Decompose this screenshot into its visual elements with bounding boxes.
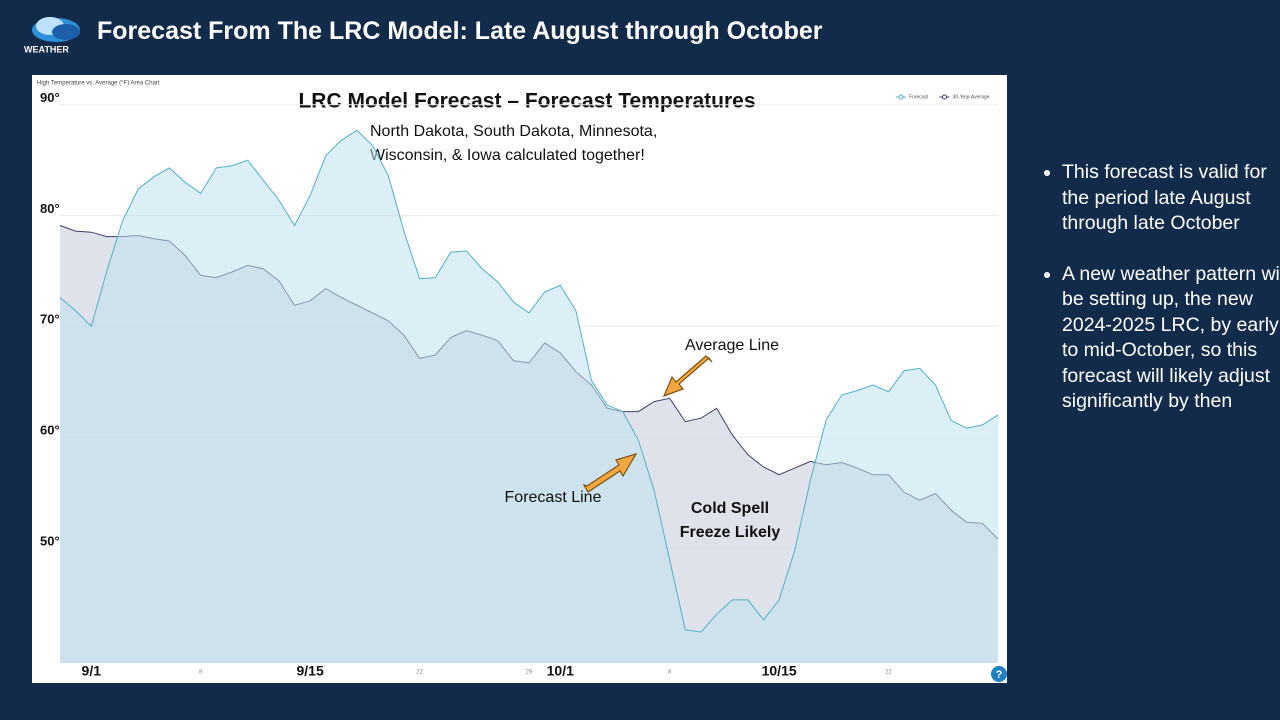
- arrow: [582, 452, 638, 493]
- x-tick-label: 22: [885, 670, 892, 676]
- x-tick-label: 10/1: [547, 663, 574, 679]
- annotation: Forecast Line: [505, 489, 602, 506]
- chart-subtitle: North Dakota, South Dakota, Minnesota,: [370, 123, 657, 140]
- help-button[interactable]: [991, 666, 1007, 682]
- y-tick-label: 70°: [40, 312, 60, 327]
- x-tick-label: 9/15: [297, 663, 324, 679]
- legend-marker: [898, 94, 904, 100]
- annotation: Freeze Likely: [680, 524, 781, 541]
- line: [59, 129, 999, 633]
- annotation: Cold Spell: [691, 500, 769, 517]
- bullet: A new weather pattern will be setting up…: [1062, 262, 1280, 415]
- plot: 50°60°70°80°90°9/189/15222910/1810/15222…: [40, 90, 1002, 678]
- y-tick-label: 90°: [40, 90, 60, 105]
- chart-subtitle: Wisconsin, & Iowa calculated together!: [370, 147, 645, 164]
- x-tick-label: 22: [416, 670, 423, 676]
- legend: Forecast 30-Year Average: [896, 94, 990, 100]
- y-tick-label: 80°: [40, 201, 60, 216]
- x-tick-label: 8: [199, 670, 203, 676]
- legend-label: Forecast: [909, 94, 929, 100]
- y-tick-label: 50°: [40, 533, 60, 548]
- legend-label: 30-Year Average: [952, 94, 989, 100]
- x-tick-label: 10/15: [762, 663, 797, 679]
- bullet: This forecast is valid for the period la…: [1062, 160, 1280, 237]
- logo: WEATHER: [24, 17, 80, 54]
- x-tick-label: 9/1: [82, 663, 102, 679]
- chart: High Temperature vs. Average (°F) Area C…: [32, 75, 1007, 683]
- x-tick-label: 29: [526, 670, 533, 676]
- legend-marker: [941, 94, 947, 100]
- slide-title: Forecast From The LRC Model: Late August…: [97, 17, 823, 45]
- area: [60, 130, 998, 664]
- chart-title: LRC Model Forecast – Forecast Temperatur…: [298, 90, 755, 113]
- y-tick-label: 60°: [40, 422, 60, 437]
- annotation: Average Line: [685, 337, 779, 354]
- logo-text: WEATHER: [24, 44, 69, 54]
- help-icon: ?: [996, 669, 1003, 681]
- arrow: [662, 355, 713, 398]
- bullet-list: This forecast is valid for the period la…: [1030, 160, 1280, 440]
- chart-label: High Temperature vs. Average (°F) Area C…: [37, 81, 160, 87]
- x-tick-label: 8: [668, 670, 672, 676]
